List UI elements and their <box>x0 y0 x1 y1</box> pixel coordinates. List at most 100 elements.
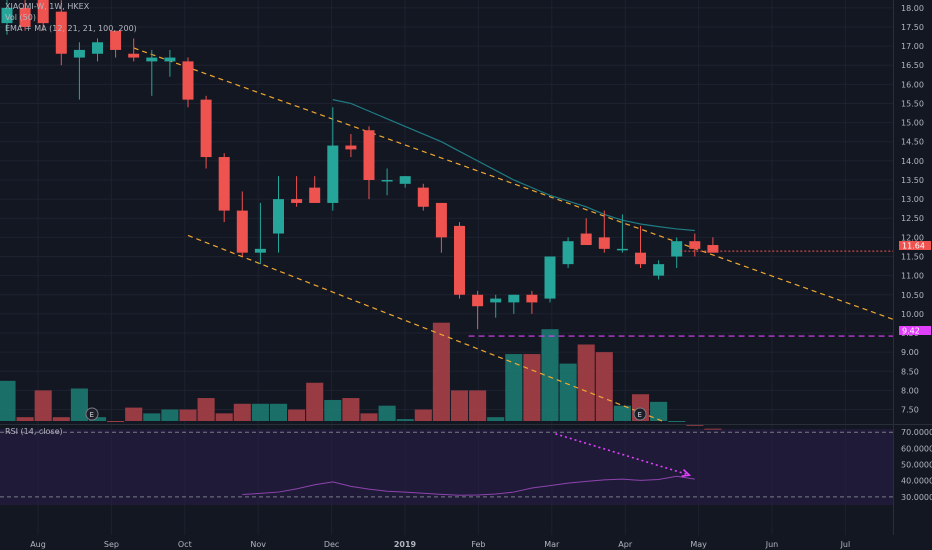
volume-bar <box>52 417 70 421</box>
legend-ema[interactable]: EMA + MA (12, 21, 21, 100, 200) <box>5 24 137 33</box>
volume-bar <box>197 398 215 421</box>
time-tick-label: 2019 <box>394 540 417 549</box>
time-tick-label: Sep <box>104 540 119 549</box>
volume-bar <box>342 398 360 421</box>
legend-volume[interactable]: Vol (50) <box>5 13 36 22</box>
candle-body <box>689 241 701 249</box>
volume-bar <box>16 417 34 421</box>
rsi-tick-label: 70.0000 <box>901 428 932 437</box>
volume-bar <box>251 403 269 421</box>
rsi-axis[interactable]: 70.0000 60.0000 50.0000 40.0000 30.0000 <box>901 428 932 502</box>
earnings-badge-icon[interactable] <box>633 407 647 421</box>
time-tick-label: May <box>690 540 707 549</box>
rsi-divergence-arrow <box>555 433 690 476</box>
rsi-arrow-head-icon <box>681 469 692 478</box>
price-tick-label: 14.00 <box>901 157 924 166</box>
last-price-tag <box>899 241 931 250</box>
candle-body <box>345 145 357 150</box>
volume-bar <box>487 417 505 421</box>
ema-line <box>332 99 695 232</box>
volume-bar <box>432 322 450 421</box>
volume-bar <box>396 419 414 421</box>
legend-rsi[interactable]: RSI (14, close) <box>5 427 63 436</box>
time-tick-label: Oct <box>178 540 192 549</box>
candle-body <box>472 294 484 307</box>
rsi-panel <box>0 431 893 498</box>
volume-bar <box>541 329 559 421</box>
volume-bar <box>107 421 125 422</box>
rsi-band-background <box>0 429 893 505</box>
volume-bar <box>179 409 197 421</box>
volume-bar <box>469 390 487 421</box>
volume-bar <box>450 390 469 421</box>
earnings-marker-2[interactable]: E <box>633 407 647 421</box>
volume-bar <box>269 403 288 421</box>
price-tick-label: 17.50 <box>901 23 924 32</box>
volume-bar <box>650 401 668 421</box>
volume-bar <box>143 413 161 421</box>
candle-body <box>164 57 176 62</box>
volume-bar <box>161 409 179 421</box>
candle-body <box>327 145 339 203</box>
volume-bar <box>414 409 432 421</box>
candle-body <box>200 99 212 158</box>
time-tick-label: Apr <box>618 540 633 549</box>
volume-bar <box>0 380 16 421</box>
candle-body <box>273 199 284 234</box>
volume-bar <box>324 399 342 421</box>
volume-bar <box>523 354 541 421</box>
candle-body <box>562 241 574 265</box>
rsi-tick-label: 60.0000 <box>901 444 932 453</box>
candle-body <box>363 130 375 180</box>
candle-body <box>580 233 592 246</box>
price-tick-label: 16.50 <box>901 61 924 70</box>
candle-body <box>616 248 628 251</box>
candle-body <box>635 252 646 265</box>
ema-series-line <box>332 99 695 232</box>
volume-bar <box>34 390 52 421</box>
candle-body <box>381 179 393 182</box>
last-price-label: 11.64 <box>902 242 925 251</box>
rsi-tick-label: 40.0000 <box>901 477 932 486</box>
price-axis[interactable]: 18.00 17.50 17.00 16.50 16.00 15.50 15.00 14.50… <box>901 4 924 415</box>
time-tick-label: Jul <box>840 540 851 549</box>
price-tick-label: 15.00 <box>901 119 924 128</box>
volume-bar <box>215 413 233 421</box>
support-price-label: 9.42 <box>902 327 920 336</box>
price-tick-label: 7.50 <box>901 406 919 415</box>
candle-body <box>291 199 303 203</box>
candle-body <box>508 294 520 303</box>
candle-body <box>128 53 140 58</box>
candle-body <box>598 237 610 249</box>
candle-body <box>1 7 13 24</box>
earnings-marker-1[interactable]: E <box>85 407 99 421</box>
price-tick-label: 10.00 <box>901 310 924 319</box>
candle-body <box>417 187 429 207</box>
candle-body <box>544 256 556 299</box>
price-tick-label: 10.50 <box>901 291 924 300</box>
candle-body <box>490 298 502 303</box>
price-tick-label: 13.00 <box>901 195 924 204</box>
volume-bar <box>125 407 143 421</box>
price-tick-label: 8.50 <box>901 367 919 376</box>
price-tick-label: 12.50 <box>901 214 924 223</box>
volume-bars <box>0 322 722 430</box>
candle-body <box>182 61 194 100</box>
time-axis[interactable]: Aug Sep Oct Nov Dec 2019 Feb Mar Apr May Jun Jul <box>30 540 850 549</box>
earnings-badge-letter: E <box>90 411 94 419</box>
earnings-badge-icon[interactable] <box>85 407 99 421</box>
volume-bar <box>360 413 378 421</box>
volume-bar <box>70 388 88 421</box>
price-tick-label: 14.50 <box>901 138 924 147</box>
volume-bar <box>704 428 722 430</box>
legend-symbol[interactable]: XIAOMI-W, 1W, HKEX <box>5 2 90 11</box>
earnings-badge-letter: E <box>638 411 642 419</box>
support-price-tag <box>899 326 931 335</box>
price-tags: 11.64 9.42 <box>899 241 931 336</box>
candle-body <box>454 225 465 295</box>
volume-bar <box>559 363 577 421</box>
price-tick-label: 16.00 <box>901 80 924 89</box>
price-tick-label: 9.00 <box>901 348 919 357</box>
time-tick-label: Nov <box>250 540 266 549</box>
